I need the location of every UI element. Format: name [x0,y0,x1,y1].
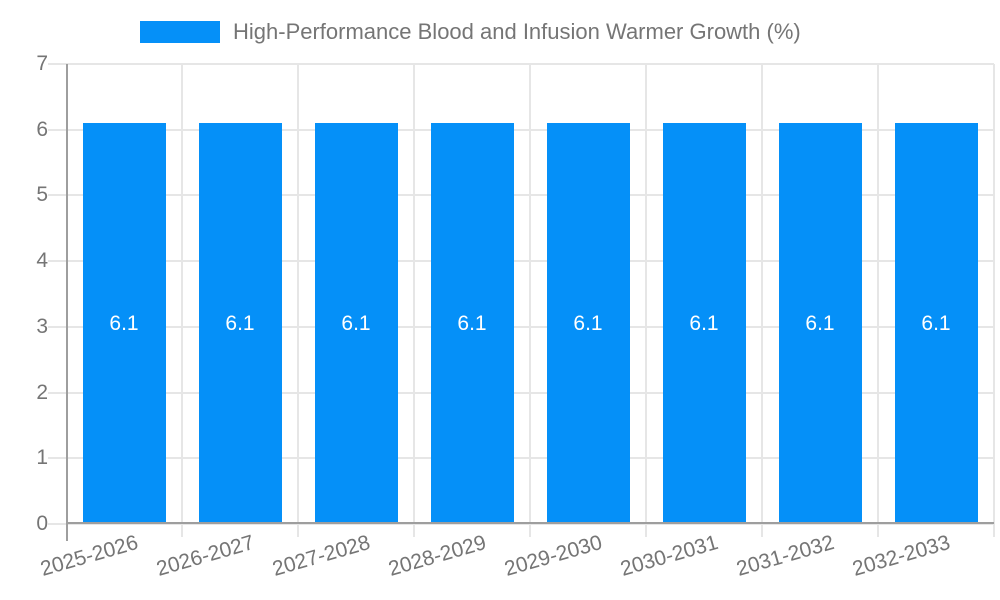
gridline-y-5 [48,194,994,197]
bar-2025-2026: 6.1 [82,123,166,524]
gridline-x-5 [645,64,647,537]
gridline-y-0 [48,523,994,525]
legend-swatch [140,21,220,43]
y-tick-label-0: 0 [36,512,48,535]
gridline-x-4 [529,64,531,537]
y-tick-label-6: 6 [36,117,48,141]
y-tick-label-4: 4 [36,249,48,273]
bar-2026-2027: 6.1 [198,123,282,524]
x-tick-label-2029-2030: 2029-2030 [501,531,605,581]
gridline-x-3 [413,64,415,537]
bar-value-label: 6.1 [225,311,255,335]
gridline-y-7 [48,63,994,65]
gridline-y-2 [48,391,994,394]
chart-legend: High-Performance Blood and Infusion Warm… [140,19,801,45]
bar-2030-2031: 6.1 [662,123,746,524]
y-axis-labels: 0 1 2 3 4 5 6 7 [0,52,48,535]
gridline-x-6 [761,64,763,537]
x-tick-label-2030-2031: 2030-2031 [617,531,721,581]
gridline-x-7 [877,64,879,537]
x-tick-label-2027-2028: 2027-2028 [269,531,373,581]
bar-value-label: 6.1 [109,311,139,335]
bar-value-label: 6.1 [341,311,371,335]
gridline-y-3 [48,325,994,328]
bar-value-label: 6.1 [573,311,603,335]
bar-2027-2028: 6.1 [314,123,398,524]
bar-value-label: 6.1 [457,311,487,335]
y-tick-label-3: 3 [36,314,48,338]
bar-2029-2030: 6.1 [546,123,630,524]
y-tick-label-5: 5 [36,183,48,207]
bar-value-label: 6.1 [689,311,719,335]
x-tick-label-2032-2033: 2032-2033 [849,531,953,581]
y-tick-label-2: 2 [36,380,48,404]
x-tick-label-2025-2026: 2025-2026 [37,531,141,581]
x-tick-label-2028-2029: 2028-2029 [385,531,489,581]
y-tick-label-7: 7 [36,52,48,75]
gridline-y-1 [48,457,994,460]
x-axis-labels: 2025-2026 2026-2027 2027-2028 2028-2029 2029… [37,531,994,591]
bar-2028-2029: 6.1 [430,123,514,524]
x-axis-line [66,522,994,524]
bar-value-label: 6.1 [921,311,951,335]
bar-2032-2033: 6.1 [894,123,978,524]
bar-2031-2032: 6.1 [778,123,862,524]
gridline-y-4 [48,260,994,263]
chart-title: High-Performance Blood and Infusion Warm… [233,19,801,44]
x-tick-label-2026-2027: 2026-2027 [153,531,257,581]
gridline-y-6 [48,128,994,131]
gridline-x-8 [993,64,995,537]
x-tick-label-2031-2032: 2031-2032 [733,531,837,581]
gridline-x-1 [181,64,183,537]
plot-area: 6.1 6.1 6.1 6.1 6.1 6.1 6.1 6.1 [48,63,995,541]
y-axis-line [66,64,68,541]
y-tick-label-1: 1 [36,446,48,470]
gridline-x-2 [297,64,299,537]
bar-value-label: 6.1 [805,311,835,335]
